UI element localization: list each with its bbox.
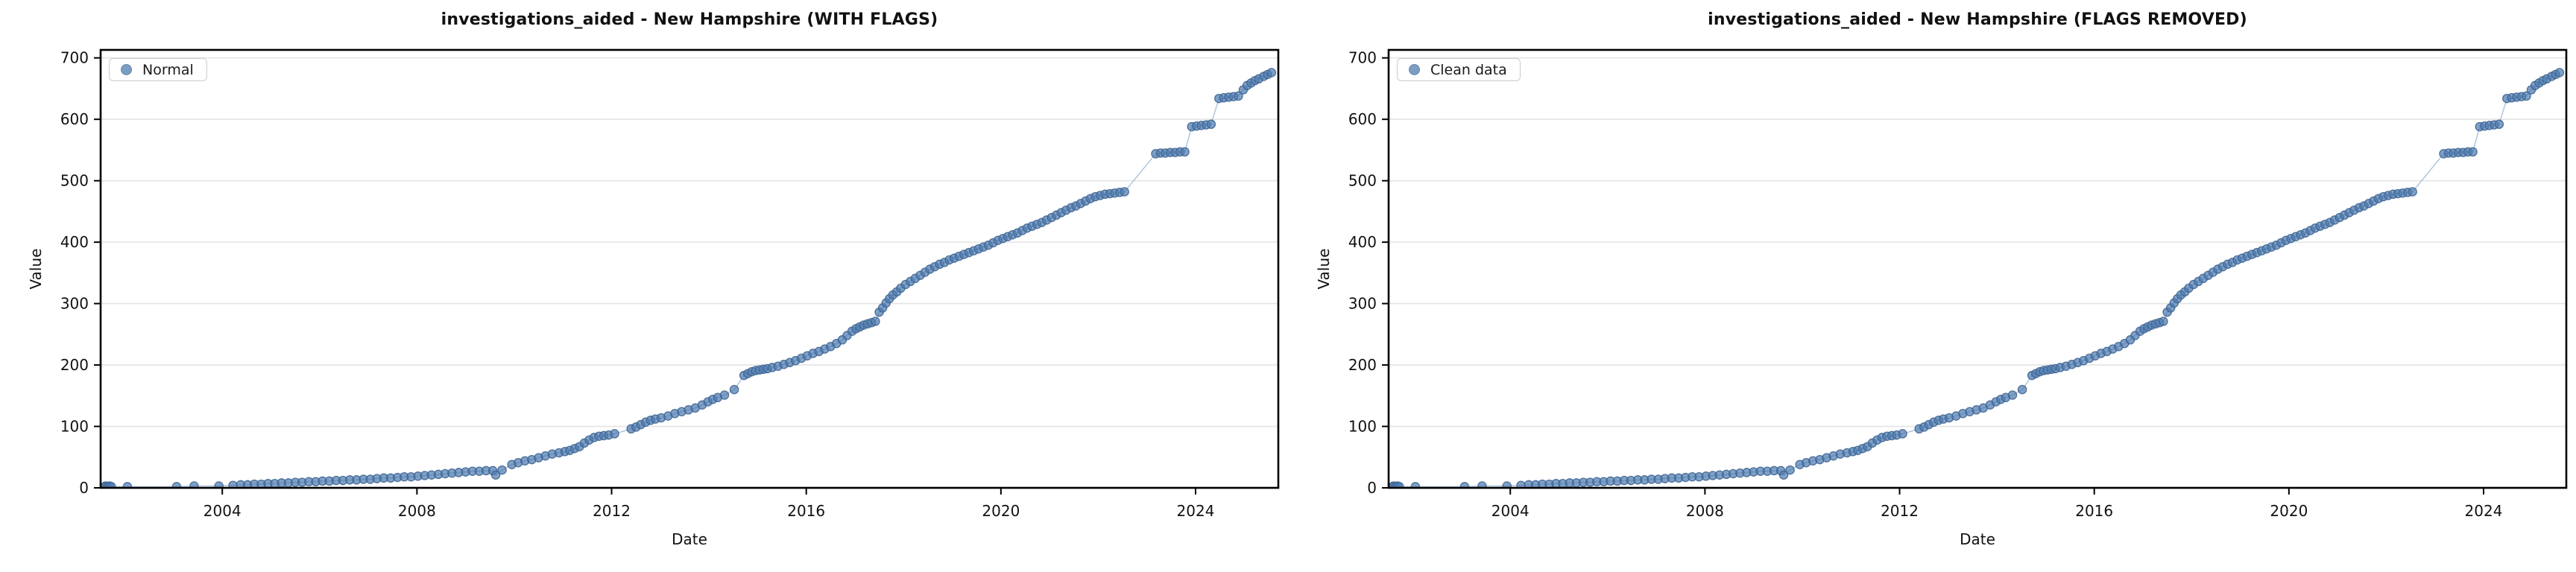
data-point <box>1180 147 1190 157</box>
data-point <box>1206 119 1216 130</box>
data-point <box>719 390 730 400</box>
data-series <box>101 68 1277 488</box>
y-tick-label: 200 <box>60 356 89 374</box>
data-point <box>189 481 199 488</box>
data-point <box>729 384 739 395</box>
legend-marker-icon <box>121 64 132 75</box>
data-point <box>2554 68 2565 77</box>
y-tick-label: 500 <box>60 172 89 190</box>
subplot-flags-removed: 0 100 200 300 400 500 600 700 2004 2008 2012 2016 20… <box>1288 0 2576 572</box>
y-tick-label: 400 <box>60 233 89 251</box>
series-line <box>103 72 1272 488</box>
data-point <box>490 470 501 480</box>
legend-label: Normal <box>142 61 194 78</box>
data-point <box>1502 481 1512 488</box>
y-tick-label: 600 <box>1348 110 1377 128</box>
data-point <box>1395 482 1404 488</box>
y-tick-label: 100 <box>60 418 89 436</box>
data-point <box>2408 187 2417 197</box>
data-point <box>2494 119 2504 130</box>
data-point <box>1477 481 1487 488</box>
data-point <box>1785 465 1795 475</box>
data-point <box>1234 91 1243 101</box>
y-tick-label: 200 <box>1348 356 1377 374</box>
data-point <box>122 482 133 488</box>
data-point <box>871 317 880 326</box>
y-tick-label: 400 <box>1348 233 1377 251</box>
data-point <box>107 482 116 488</box>
x-tick-label: 2024 <box>2465 502 2503 520</box>
y-axis-label: Value <box>1315 248 1333 290</box>
x-axis-label: Date <box>1960 530 1995 548</box>
x-tick-label: 2008 <box>398 502 436 520</box>
legend-label: Clean data <box>1430 61 1507 78</box>
legend-box: Normal <box>109 58 207 81</box>
data-point <box>1778 470 1789 480</box>
data-point <box>610 429 619 439</box>
x-tick-label: 2012 <box>593 502 631 520</box>
x-tick-label: 2016 <box>2075 502 2113 520</box>
x-tick-label: 2024 <box>1177 502 1215 520</box>
data-point <box>1898 429 1907 439</box>
series-line <box>1391 72 2560 488</box>
plot-area-flags-removed: 0 100 200 300 400 500 600 700 2004 2008 2012 2016 20… <box>1348 48 2568 520</box>
data-point <box>2468 147 2478 157</box>
data-point <box>1266 68 1277 77</box>
y-tick-label: 100 <box>1348 418 1377 436</box>
x-tick-label: 2016 <box>787 502 825 520</box>
y-tick-label: 700 <box>60 49 89 67</box>
data-point <box>2007 390 2018 400</box>
axes-border <box>99 48 1280 489</box>
data-point <box>2522 91 2531 101</box>
x-axis-label: Date <box>672 530 707 548</box>
x-tick-label: 2004 <box>1491 502 1530 520</box>
data-point <box>1410 482 1421 488</box>
data-point <box>2017 384 2027 395</box>
y-tick-label: 300 <box>60 295 89 313</box>
axes-border <box>1387 48 2568 489</box>
legend-marker-icon <box>1409 64 1420 75</box>
x-tick-label: 2008 <box>1686 502 1724 520</box>
data-series <box>1389 68 2565 488</box>
chart-title-flags-removed: investigations_aided - New Hampshire (FL… <box>1708 10 2247 29</box>
x-tick-label: 2004 <box>203 502 242 520</box>
legend-box: Clean data <box>1397 58 1521 81</box>
x-tick-label: 2020 <box>2270 502 2308 520</box>
plot-area-with-flags: 0 100 200 300 400 500 600 700 2004 2008 2012 2016 20… <box>60 48 1280 520</box>
data-point <box>497 465 507 475</box>
data-point <box>1120 187 1129 197</box>
y-axis-label: Value <box>27 248 45 290</box>
y-tick-label: 0 <box>1367 479 1377 497</box>
data-point <box>2159 317 2168 326</box>
y-tick-label: 600 <box>60 110 89 128</box>
y-tick-label: 700 <box>1348 49 1377 67</box>
data-point <box>171 482 182 488</box>
data-point <box>214 481 224 488</box>
data-point <box>1459 482 1470 488</box>
x-tick-label: 2020 <box>982 502 1020 520</box>
x-tick-label: 2012 <box>1881 502 1919 520</box>
y-tick-label: 300 <box>1348 295 1377 313</box>
subplot-with-flags: 0 100 200 300 400 500 600 700 2004 2008 2012 2016 20… <box>27 10 1280 548</box>
chart-title-with-flags: investigations_aided - New Hampshire (WI… <box>441 10 938 29</box>
y-tick-label: 500 <box>1348 172 1377 190</box>
y-tick-label: 0 <box>79 479 89 497</box>
